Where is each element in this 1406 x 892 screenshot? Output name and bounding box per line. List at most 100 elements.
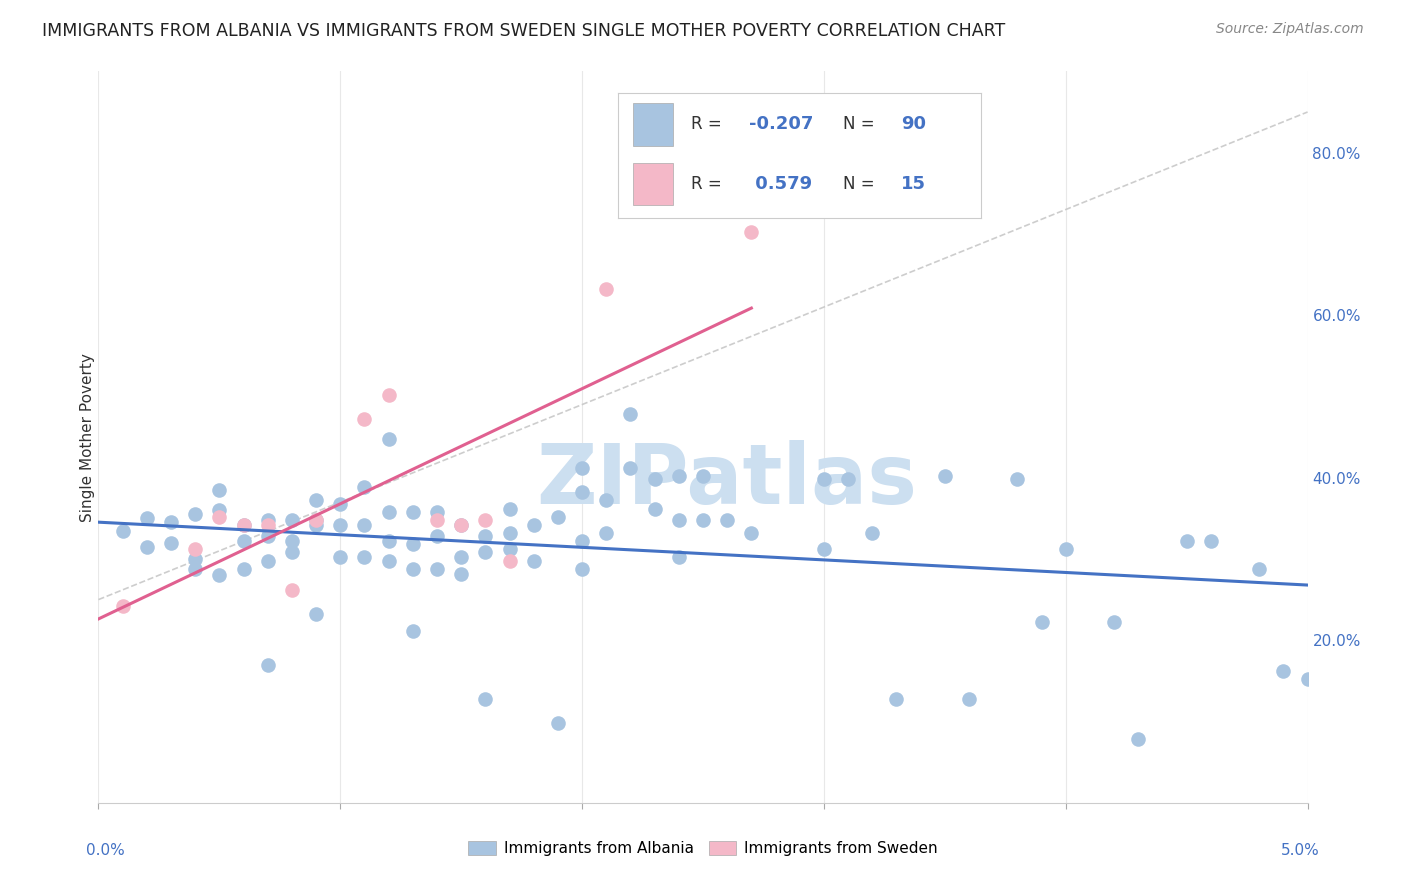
Point <box>740 225 762 239</box>
Point <box>305 493 328 508</box>
Point <box>644 501 666 516</box>
Point <box>281 534 304 549</box>
Point <box>377 553 399 567</box>
Point <box>256 657 278 672</box>
Point <box>1199 534 1222 549</box>
Point <box>644 472 666 486</box>
Point <box>1249 562 1271 576</box>
Point <box>160 516 183 530</box>
Point <box>184 542 207 557</box>
Point <box>232 517 254 532</box>
Point <box>353 480 375 494</box>
Point <box>111 599 134 614</box>
Point <box>692 469 714 483</box>
Point <box>886 691 908 706</box>
Point <box>595 282 617 296</box>
Point <box>232 534 254 549</box>
Point <box>402 562 425 576</box>
Point <box>474 513 496 527</box>
Point <box>184 552 207 566</box>
Point <box>1175 534 1198 549</box>
Point <box>232 517 254 532</box>
Point <box>111 524 134 538</box>
Point <box>498 542 520 557</box>
Point <box>668 550 690 565</box>
Point <box>256 529 278 543</box>
Point <box>1102 615 1125 630</box>
Point <box>1128 732 1150 747</box>
Point <box>232 562 254 576</box>
Point <box>402 624 425 638</box>
Point <box>329 517 352 532</box>
Point <box>256 517 278 532</box>
Point <box>305 517 328 532</box>
Point <box>813 542 835 557</box>
Text: 0.0%: 0.0% <box>86 843 125 858</box>
Text: ZIPatlas: ZIPatlas <box>537 441 918 522</box>
Point <box>402 505 425 519</box>
Point <box>571 461 593 475</box>
Point <box>377 534 399 549</box>
Point <box>595 493 617 508</box>
Text: IMMIGRANTS FROM ALBANIA VS IMMIGRANTS FROM SWEDEN SINGLE MOTHER POVERTY CORRELAT: IMMIGRANTS FROM ALBANIA VS IMMIGRANTS FR… <box>42 22 1005 40</box>
Point <box>329 550 352 565</box>
Point <box>160 535 183 549</box>
Point <box>1054 542 1077 557</box>
Text: 5.0%: 5.0% <box>1281 843 1320 858</box>
Point <box>716 513 738 527</box>
Point <box>837 472 859 486</box>
Point <box>305 513 328 527</box>
Point <box>668 469 690 483</box>
Point <box>547 716 569 731</box>
Point <box>426 505 449 519</box>
Point <box>353 412 375 426</box>
Point <box>450 517 472 532</box>
Point <box>523 553 546 567</box>
Point <box>571 534 593 549</box>
Point <box>305 607 328 622</box>
Point <box>1007 472 1029 486</box>
Point <box>426 513 449 527</box>
Point <box>377 388 399 402</box>
Point <box>256 553 278 567</box>
Point <box>860 526 883 541</box>
Point <box>547 509 569 524</box>
Point <box>571 562 593 576</box>
Text: Source: ZipAtlas.com: Source: ZipAtlas.com <box>1216 22 1364 37</box>
Point <box>498 526 520 541</box>
Point <box>377 432 399 446</box>
Point <box>1272 664 1295 678</box>
Point <box>135 540 157 554</box>
Point <box>281 513 304 527</box>
Point <box>402 537 425 551</box>
Point <box>571 485 593 500</box>
Point <box>813 472 835 486</box>
Legend: Immigrants from Albania, Immigrants from Sweden: Immigrants from Albania, Immigrants from… <box>463 835 943 862</box>
Point <box>353 550 375 565</box>
Point <box>740 526 762 541</box>
Point <box>668 513 690 527</box>
Point <box>474 529 496 543</box>
Point <box>208 503 231 517</box>
Point <box>619 461 641 475</box>
Point <box>281 582 304 597</box>
Point <box>450 566 472 581</box>
Point <box>305 513 328 527</box>
Point <box>1296 673 1319 687</box>
Point <box>498 501 520 516</box>
Point <box>426 562 449 576</box>
Point <box>256 513 278 527</box>
Point <box>329 497 352 511</box>
Point <box>498 553 520 567</box>
Y-axis label: Single Mother Poverty: Single Mother Poverty <box>80 352 94 522</box>
Point <box>377 505 399 519</box>
Point <box>208 483 231 497</box>
Point <box>595 526 617 541</box>
Point <box>135 511 157 525</box>
Point <box>208 509 231 524</box>
Point <box>957 691 980 706</box>
Point <box>208 568 231 582</box>
Point <box>184 508 207 522</box>
Point <box>450 550 472 565</box>
Point <box>474 545 496 559</box>
